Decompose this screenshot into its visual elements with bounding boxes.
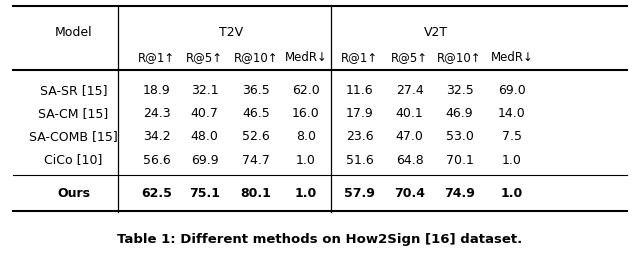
Text: 62.5: 62.5 — [141, 187, 172, 200]
Text: 27.4: 27.4 — [396, 84, 424, 97]
Text: V2T: V2T — [424, 26, 448, 38]
Text: R@5↑: R@5↑ — [391, 51, 428, 64]
Text: 80.1: 80.1 — [241, 187, 271, 200]
Text: 17.9: 17.9 — [346, 108, 374, 120]
Text: 51.6: 51.6 — [346, 154, 374, 166]
Text: 1.0: 1.0 — [501, 187, 523, 200]
Text: 56.6: 56.6 — [143, 154, 171, 166]
Text: 11.6: 11.6 — [346, 84, 374, 97]
Text: 1.0: 1.0 — [502, 154, 522, 166]
Text: 36.5: 36.5 — [242, 84, 270, 97]
Text: R@10↑: R@10↑ — [437, 51, 482, 64]
Text: 48.0: 48.0 — [191, 131, 219, 143]
Text: SA-COMB [15]: SA-COMB [15] — [29, 131, 118, 143]
Text: 32.1: 32.1 — [191, 84, 219, 97]
Text: 46.5: 46.5 — [242, 108, 270, 120]
Text: Model: Model — [55, 26, 92, 38]
Text: MedR↓: MedR↓ — [491, 51, 533, 64]
Text: T2V: T2V — [220, 26, 243, 38]
Text: 8.0: 8.0 — [296, 131, 316, 143]
Text: 53.0: 53.0 — [445, 131, 474, 143]
Text: 18.9: 18.9 — [143, 84, 171, 97]
Text: 46.9: 46.9 — [445, 108, 474, 120]
Text: 52.6: 52.6 — [242, 131, 270, 143]
Text: Table 1: Different methods on How2Sign [16] dataset.: Table 1: Different methods on How2Sign [… — [117, 233, 523, 246]
Text: 40.7: 40.7 — [191, 108, 219, 120]
Text: 64.8: 64.8 — [396, 154, 424, 166]
Text: 14.0: 14.0 — [498, 108, 526, 120]
Text: 62.0: 62.0 — [292, 84, 320, 97]
Text: 1.0: 1.0 — [296, 154, 316, 166]
Text: 24.3: 24.3 — [143, 108, 171, 120]
Text: 16.0: 16.0 — [292, 108, 320, 120]
Text: 40.1: 40.1 — [396, 108, 424, 120]
Text: R@10↑: R@10↑ — [234, 51, 278, 64]
Text: CiCo [10]: CiCo [10] — [44, 154, 103, 166]
Text: R@1↑: R@1↑ — [341, 51, 378, 64]
Text: 57.9: 57.9 — [344, 187, 375, 200]
Text: 1.0: 1.0 — [295, 187, 317, 200]
Text: 69.0: 69.0 — [498, 84, 526, 97]
Text: R@5↑: R@5↑ — [186, 51, 223, 64]
Text: MedR↓: MedR↓ — [285, 51, 327, 64]
Text: SA-CM [15]: SA-CM [15] — [38, 108, 109, 120]
Text: 23.6: 23.6 — [346, 131, 374, 143]
Text: 74.9: 74.9 — [444, 187, 475, 200]
Text: 70.4: 70.4 — [394, 187, 425, 200]
Text: SA-SR [15]: SA-SR [15] — [40, 84, 108, 97]
Text: 75.1: 75.1 — [189, 187, 220, 200]
Text: 7.5: 7.5 — [502, 131, 522, 143]
Text: 34.2: 34.2 — [143, 131, 171, 143]
Text: 32.5: 32.5 — [445, 84, 474, 97]
Text: Ours: Ours — [57, 187, 90, 200]
Text: 47.0: 47.0 — [396, 131, 424, 143]
Text: R@1↑: R@1↑ — [138, 51, 175, 64]
Text: 69.9: 69.9 — [191, 154, 219, 166]
Text: 70.1: 70.1 — [445, 154, 474, 166]
Text: 74.7: 74.7 — [242, 154, 270, 166]
